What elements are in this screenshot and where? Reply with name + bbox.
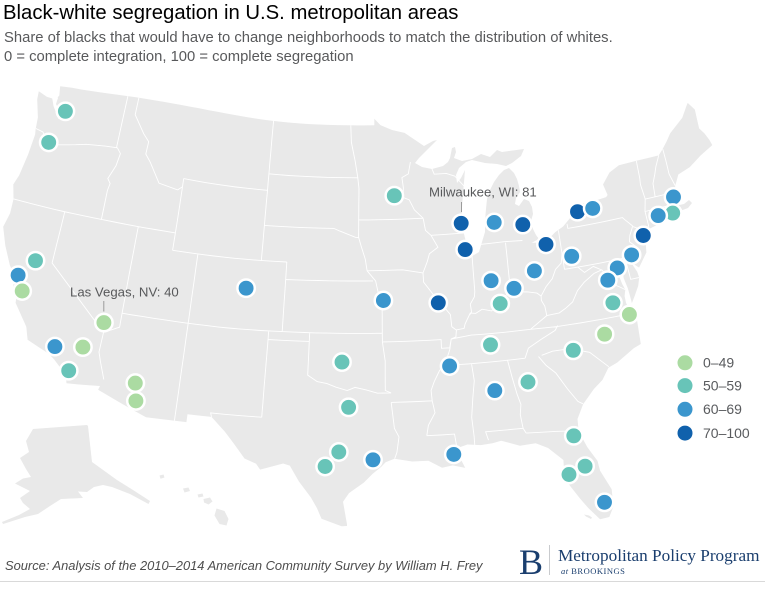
svg-text:Milwaukee, WI: 81: Milwaukee, WI: 81	[429, 185, 537, 200]
svg-text:Las Vegas, NV: 40: Las Vegas, NV: 40	[70, 285, 179, 300]
svg-text:70–100: 70–100	[703, 425, 750, 441]
svg-text:0–49: 0–49	[703, 355, 734, 371]
svg-text:50–59: 50–59	[703, 377, 742, 393]
svg-text:60–69: 60–69	[703, 401, 742, 417]
